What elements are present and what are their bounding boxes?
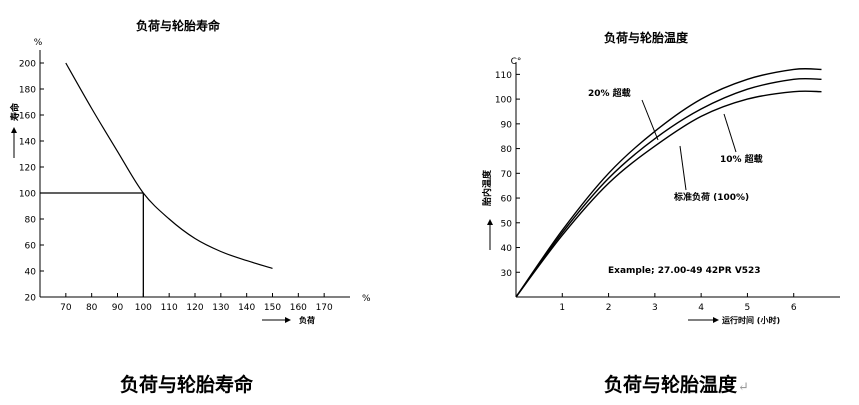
- x-tick-label: 80: [86, 303, 98, 313]
- y-tick-label: 20: [25, 294, 37, 304]
- life-chart: 负荷与轮胎寿命 20 40 60 80 100 120 140 160 180 200 70 80 90 1…: [9, 18, 371, 325]
- x-tick-label: 90: [112, 303, 124, 313]
- temperature-chart: 负荷与轮胎温度 30 40 50 60 70 80 90 100 110 1 2 3 4 5 6 C° 胎内温度运…: [481, 30, 840, 325]
- series-leader-line: [723, 113, 737, 153]
- x-tick-label: 160: [290, 303, 307, 313]
- y-unit-label: %: [34, 38, 43, 48]
- x-axis-arrowhead: [713, 317, 719, 323]
- y-tick-label: 100: [495, 96, 512, 106]
- y-tick-label: 60: [25, 242, 37, 252]
- y-tick-label: 30: [501, 269, 513, 279]
- x-axis-label: 负荷: [299, 315, 315, 325]
- chart-title: 负荷与轮胎寿命: [136, 18, 221, 33]
- y-axis-label: 寿命: [9, 102, 21, 121]
- y-tick-label: 60: [501, 195, 513, 205]
- life-chart-panel: 负荷与轮胎寿命 20 40 60 80 100 120 140 160 180 200 70 80 90 1…: [9, 18, 371, 396]
- temperature-chart-panel: 负荷与轮胎温度 30 40 50 60 70 80 90 100 110 1 2 3 4 5 6 C° 胎内温度运…: [430, 0, 859, 405]
- series-label: 10% 超载: [720, 153, 763, 165]
- x-tick-label: 6: [791, 303, 797, 313]
- return-mark-icon: ↵: [738, 380, 749, 395]
- temperature-chart-caption: 负荷与轮胎温度↵: [604, 374, 749, 396]
- y-axis-label: 胎内温度: [481, 169, 493, 207]
- x-tick-label: 130: [212, 303, 229, 313]
- y-tick-label: 120: [19, 164, 36, 174]
- series-label: 标准负荷 (100%): [673, 191, 749, 203]
- x-tick-label: 3: [652, 303, 658, 313]
- x-tick-label: 4: [698, 303, 704, 313]
- x-tick-label: 100: [135, 303, 152, 313]
- x-tick-label: 170: [316, 303, 333, 313]
- y-unit-label: C°: [511, 57, 522, 67]
- y-tick-label: 40: [501, 244, 513, 254]
- y-tick-label: 180: [19, 86, 36, 96]
- temperature-curve: [515, 77, 822, 298]
- x-tick-label: 1: [559, 303, 565, 313]
- temperature-curve: [515, 67, 822, 298]
- y-tick-label: 110: [495, 71, 512, 81]
- x-tick-label: 2: [606, 303, 612, 313]
- x-tick-label: 140: [238, 303, 255, 313]
- x-tick-label: 150: [264, 303, 281, 313]
- y-tick-label: 80: [25, 216, 37, 226]
- x-unit-label: %: [362, 294, 371, 304]
- y-tick-label: 100: [19, 190, 36, 200]
- y-tick-label: 80: [501, 145, 513, 155]
- chart-title: 负荷与轮胎温度: [604, 30, 689, 45]
- life-curve: [65, 62, 273, 269]
- y-axis-arrowhead: [11, 127, 17, 133]
- y-tick-label: 200: [19, 60, 36, 70]
- chart-annotation: Example; 27.00-49 42PR V523: [608, 266, 761, 276]
- x-tick-label: 120: [186, 303, 203, 313]
- x-tick-label: 70: [60, 303, 72, 313]
- series-leader-line: [679, 145, 687, 191]
- x-tick-label: 110: [161, 303, 178, 313]
- x-axis-arrowhead: [285, 317, 291, 323]
- y-tick-label: 160: [19, 112, 36, 122]
- y-tick-label: 70: [501, 170, 513, 180]
- y-tick-label: 140: [19, 138, 36, 148]
- x-tick-label: 5: [745, 303, 751, 313]
- series-leader-line: [641, 99, 659, 141]
- y-axis-arrowhead: [487, 219, 493, 225]
- series-label: 20% 超载: [588, 87, 631, 99]
- temperature-curve: [515, 90, 822, 298]
- life-chart-caption: 负荷与轮胎寿命: [120, 374, 254, 396]
- y-tick-label: 90: [501, 120, 513, 130]
- x-axis-label: 运行时间 (小时): [722, 315, 780, 325]
- y-tick-label: 50: [501, 219, 513, 229]
- y-tick-label: 40: [25, 268, 37, 278]
